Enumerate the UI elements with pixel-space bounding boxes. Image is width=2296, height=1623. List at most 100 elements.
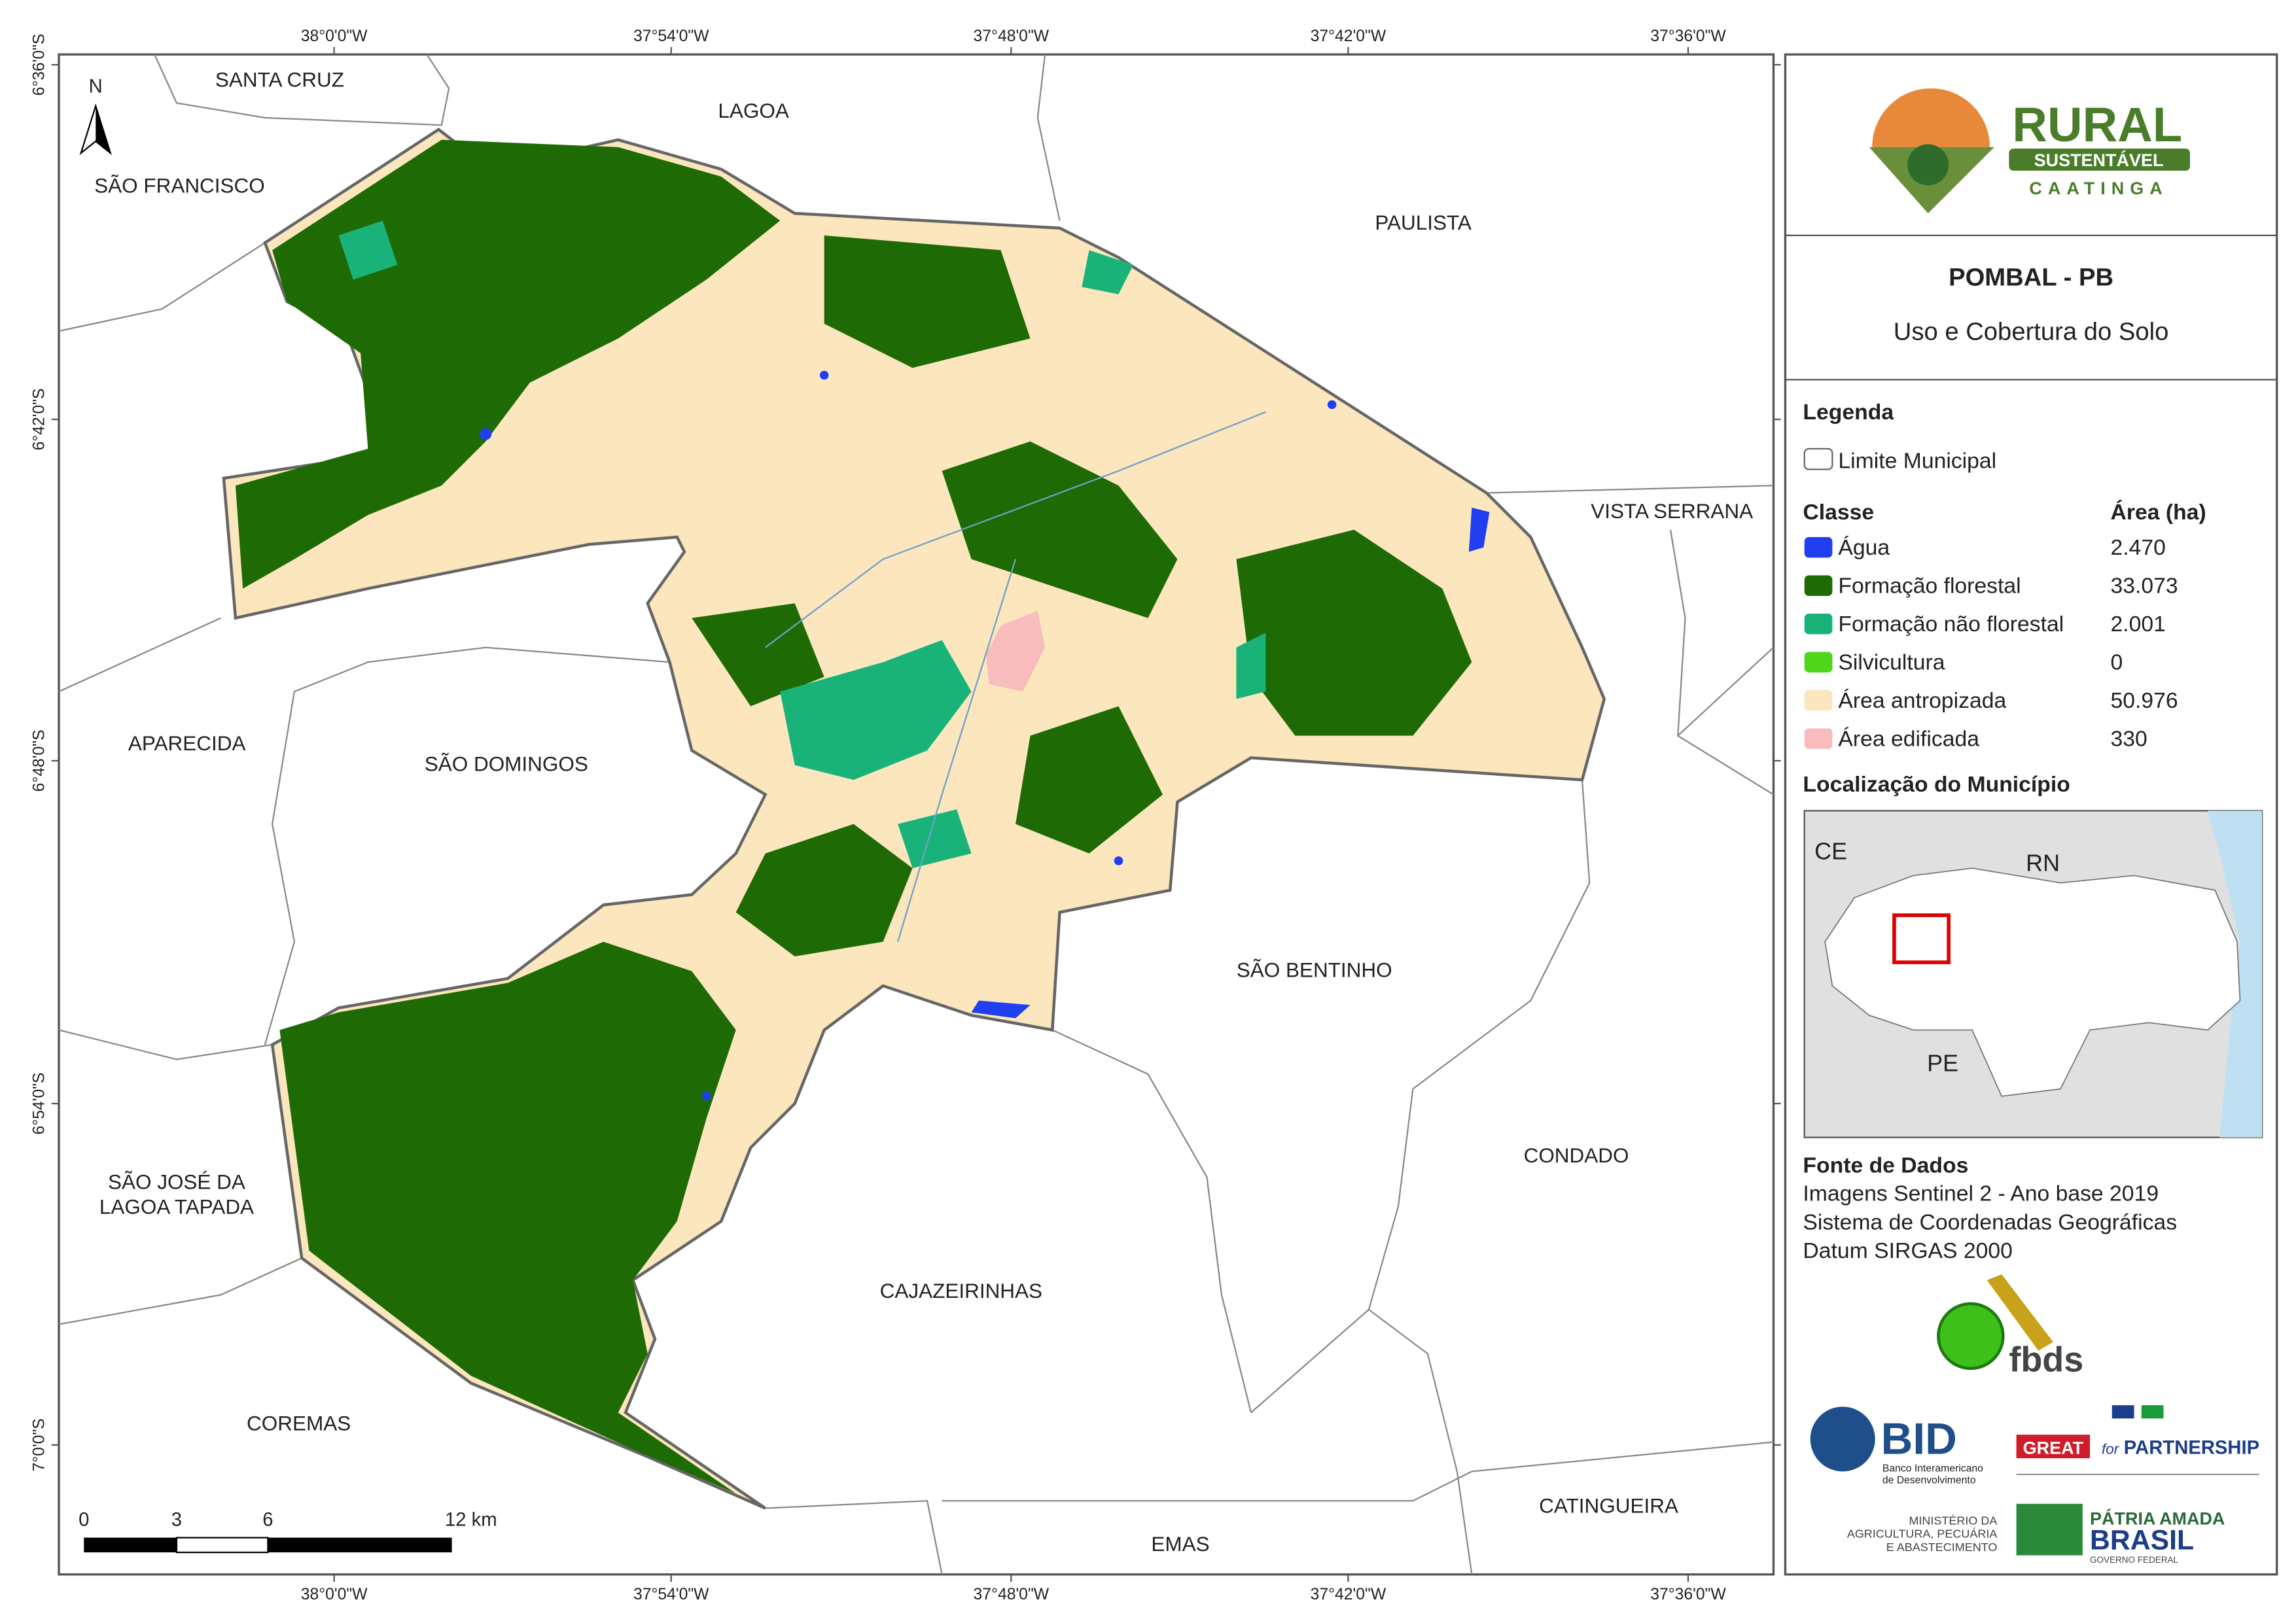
logo-sun	[1872, 88, 1990, 147]
place-label: PAULISTA	[1375, 211, 1472, 234]
boundary-line	[1051, 1029, 1252, 1413]
location-title: Localização do Município	[1803, 772, 2070, 797]
north-arrow-shape	[96, 105, 111, 153]
fbds-logo: fbds	[2009, 1340, 2083, 1379]
great-text: for	[2102, 1440, 2120, 1457]
place-label: SÃO BENTINHO	[1237, 958, 1392, 982]
legend-label: Silvicultura	[1838, 650, 1945, 674]
legend-label: Formação não florestal	[1838, 612, 2064, 637]
nonforest-patch	[1082, 250, 1134, 294]
scale-segment	[175, 1537, 269, 1554]
place-label: SANTA CRUZ	[215, 68, 344, 92]
forest-patch	[824, 235, 1031, 368]
legend-title: Legenda	[1803, 400, 1894, 425]
forest-patch	[692, 603, 824, 707]
north-arrow: N	[79, 77, 112, 156]
place-label: SÃO JOSÉ DA	[108, 1170, 245, 1193]
legend-label: Água	[1838, 535, 1890, 560]
boundary-line	[1036, 54, 1061, 221]
place-label: COREMAS	[247, 1411, 351, 1435]
fbds-ball	[1937, 1302, 2005, 1370]
place-label: CAJAZEIRINHAS	[880, 1279, 1042, 1302]
water-body	[1327, 400, 1337, 410]
lon-label: 37°48'0"W	[974, 1586, 1050, 1603]
rural-logo: RURAL SUSTENTÁVEL CAATINGA	[1869, 88, 2191, 214]
map-frame: N	[58, 53, 1775, 1576]
area-header: Área (ha)	[2111, 500, 2206, 525]
great-text: PARTNERSHIP	[2124, 1437, 2259, 1458]
inset-label: CE	[1814, 838, 1847, 865]
source-line: Sistema de Coordenadas Geográficas	[1803, 1210, 2177, 1234]
place-label: SÃO DOMINGOS	[425, 752, 588, 776]
scale-segment	[268, 1537, 452, 1553]
boundary-label: Limite Municipal	[1838, 448, 1996, 473]
flag-uk	[2111, 1405, 2134, 1419]
legend-area: 2.470	[2111, 535, 2166, 560]
brasil-line: BRASIL	[2090, 1525, 2194, 1556]
brasil-emblem	[2016, 1503, 2083, 1556]
forest-patch	[1016, 706, 1163, 854]
ministry-line: AGRICULTURA, PECUÁRIA	[1847, 1527, 1998, 1541]
water-body	[480, 428, 492, 440]
boundary-line	[765, 1500, 943, 1575]
water-bodies	[480, 370, 1490, 1101]
water-body	[971, 1000, 1031, 1019]
logo-band-text: SUSTENTÁVEL	[2034, 150, 2164, 170]
legend-area: 2.001	[2111, 612, 2166, 637]
legend-label: Área edificada	[1838, 726, 1979, 751]
place-label: APARECIDA	[128, 731, 246, 755]
location-inset	[1803, 810, 2263, 1138]
boundary-line	[58, 617, 221, 693]
place-label: CATINGUEIRA	[1539, 1493, 1678, 1517]
lon-label: 38°0'0"W	[301, 1586, 368, 1603]
legend-label: Formação florestal	[1838, 573, 2021, 598]
inset-highlight	[1892, 913, 1951, 964]
great-box	[2016, 1435, 2091, 1459]
nonforest-patches	[338, 220, 1266, 869]
map-subtitle: Uso e Cobertura do Solo	[1894, 318, 2169, 346]
boundary-line	[58, 1029, 273, 1060]
legend-swatch	[1804, 537, 1833, 558]
scale-segment	[84, 1537, 177, 1553]
lon-label: 37°36'0"W	[1650, 27, 1726, 45]
boundary-swatch	[1803, 447, 1833, 470]
scale-label: 0	[79, 1510, 89, 1531]
boundary-line	[1677, 646, 1775, 737]
nonforest-patch	[898, 809, 972, 869]
sources-title: Fonte de Dados	[1803, 1153, 1968, 1178]
place-label: VISTA SERRANA	[1591, 499, 1753, 523]
legend-area: 33.073	[2111, 573, 2178, 598]
lon-label: 37°54'0"W	[633, 1586, 709, 1603]
lat-label: 6°48'0"S	[31, 729, 48, 792]
boundary-line	[1368, 1308, 1473, 1575]
boundary-line	[58, 1257, 302, 1325]
lon-label: 37°36'0"W	[1650, 1586, 1726, 1603]
class-header: Classe	[1803, 500, 1874, 525]
lon-label: 37°42'0"W	[1311, 27, 1386, 45]
place-label: LAGOA TAPADA	[99, 1195, 254, 1219]
boundary-line	[58, 242, 266, 332]
forest-patch	[1236, 529, 1472, 736]
bid-globe	[1810, 1406, 1875, 1472]
lat-label: 6°54'0"S	[31, 1073, 48, 1135]
legend-area: 330	[2111, 726, 2147, 751]
boundary-line	[942, 1441, 1774, 1502]
legend-swatch	[1804, 728, 1833, 749]
map-heading: POMBAL - PB	[1949, 263, 2113, 291]
north-label: N	[89, 77, 103, 97]
legend-swatch	[1804, 689, 1833, 711]
ministry-line: MINISTÉRIO DA	[1909, 1514, 1997, 1527]
lat-label: 7°0'0"S	[31, 1418, 48, 1471]
legend-swatch	[1804, 575, 1833, 596]
river	[897, 559, 1017, 942]
bid-name: Banco Interamericano	[1882, 1463, 1983, 1474]
place-label: LAGOA	[718, 99, 789, 122]
place-label: CONDADO	[1524, 1143, 1629, 1167]
flag-br	[2141, 1405, 2164, 1419]
nonforest-patch	[780, 640, 972, 780]
lat-label: 6°36'0"S	[31, 34, 48, 96]
boundary-line	[1669, 529, 1775, 795]
side-panel: RURAL SUSTENTÁVEL CAATINGA POMBAL - PB U…	[1784, 53, 2278, 1576]
source-line: Datum SIRGAS 2000	[1803, 1238, 2012, 1263]
